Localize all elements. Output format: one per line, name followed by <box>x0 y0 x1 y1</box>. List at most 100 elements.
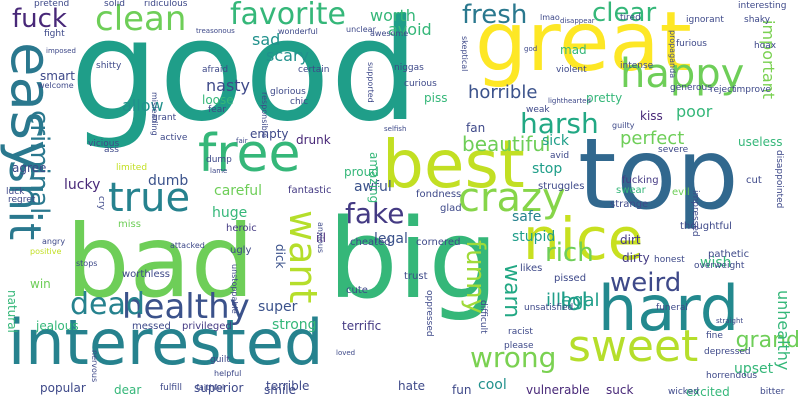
word-drunk: drunk <box>296 133 331 147</box>
word-pissed: pissed <box>554 273 587 284</box>
word-wonderful: wonderful <box>278 27 318 36</box>
word-depressed: depressed <box>704 347 751 357</box>
word-afraid: afraid <box>202 65 229 75</box>
word-glorious: glorious <box>270 87 306 97</box>
word-fight: fight <box>44 29 65 39</box>
word-loose: loose <box>202 93 234 107</box>
word-smile: smile <box>264 383 296 397</box>
word-weak: weak <box>526 105 550 115</box>
word-racist: racist <box>508 327 533 337</box>
word-niggas: niggas <box>394 63 424 73</box>
word-weird: weird <box>610 268 682 298</box>
word-regret: regret <box>8 195 36 205</box>
word-win: win <box>30 277 51 291</box>
word-dump: dump <box>206 155 232 165</box>
word-overweight: overweight <box>694 261 745 271</box>
word-oppressed: oppressed <box>424 290 434 337</box>
word-natural: natural <box>5 290 19 333</box>
word-swear: swear <box>616 185 646 196</box>
word-worth: worth <box>370 6 416 25</box>
word-smart: smart <box>40 69 75 83</box>
word-free: free <box>198 124 301 184</box>
word-vulnerable: vulnerable <box>526 383 590 397</box>
word-selfish: selfish <box>384 125 407 133</box>
word-avoid: avoid <box>388 20 432 39</box>
word-cry: cry <box>96 196 106 210</box>
word-skeptical: skeptical <box>460 36 469 72</box>
word-terrific: terrific <box>342 319 382 333</box>
word-privileged: privileged <box>182 321 232 332</box>
word-fondness: fondness <box>416 189 462 200</box>
word-favorite: favorite <box>230 0 346 32</box>
word-fake: fake <box>345 197 405 230</box>
word-beautiful: beautiful <box>462 132 551 156</box>
word-sweet: sweet <box>568 321 699 372</box>
word-unstoppable: unstoppable <box>230 264 239 314</box>
word-harsh: harsh <box>520 107 599 140</box>
word-horrendous: horrendous <box>706 371 758 381</box>
word-fulfill: fulfill <box>160 383 183 393</box>
word-welcome: welcome <box>38 81 74 90</box>
word-miss: miss <box>118 219 141 230</box>
word-sad: sad <box>252 30 281 49</box>
word-jealous: jealous <box>36 319 79 333</box>
word-clean: clean <box>95 0 187 39</box>
word-god: god <box>524 45 538 53</box>
word-ill: ill <box>316 231 327 245</box>
word-pretend: pretend <box>34 0 70 9</box>
word-lol: lol <box>560 288 589 316</box>
word-safe: safe <box>512 209 542 225</box>
word-anxious: anxious <box>316 222 325 254</box>
word-heroic: heroic <box>226 223 257 234</box>
word-stupid: stupid <box>512 229 556 245</box>
word-cool: cool <box>478 377 507 393</box>
word-solid: solid <box>104 0 125 9</box>
word-nasty: nasty <box>206 76 251 95</box>
word-shitty: shitty <box>96 61 122 71</box>
word-hard: hard <box>598 272 740 345</box>
word-allow: allow <box>122 96 164 115</box>
word-careful: careful <box>214 183 263 199</box>
word-responsible: responsible <box>260 92 269 138</box>
word-true: true <box>108 175 191 221</box>
word-guilt: guilt <box>210 355 230 365</box>
word-top: top <box>578 118 739 232</box>
word-horrible: horrible <box>468 82 538 103</box>
word-lame: lame <box>210 167 228 175</box>
word-piss: piss <box>424 91 448 105</box>
word-please: please <box>504 341 534 351</box>
word-strange: strange <box>610 199 649 210</box>
word-reject: reject <box>710 85 736 95</box>
word-likes: likes <box>520 263 543 274</box>
word-amazing: amazing <box>367 152 381 204</box>
word-unclear: unclear <box>346 25 376 34</box>
word-positive: positive <box>30 247 62 256</box>
word-perfect: perfect <box>620 128 685 149</box>
word-grant: grant <box>152 113 177 123</box>
word-fair: fair <box>236 137 248 145</box>
word-messed: messed <box>132 321 171 332</box>
word-sick: sick <box>542 133 569 149</box>
word-luck: luck <box>6 187 25 197</box>
word-shaky: shaky <box>744 15 771 25</box>
word-chic: chic <box>290 97 309 107</box>
word-lucky: lucky <box>64 177 101 193</box>
word-thoughtful: thoughtful <box>680 221 732 232</box>
word-ass: ass <box>104 145 119 155</box>
word-scary: scary <box>266 46 309 65</box>
word-wrong: wrong <box>470 341 557 374</box>
word-impressed: impressed <box>690 190 700 237</box>
word-popular: popular <box>40 381 86 395</box>
word-strong: strong <box>272 317 317 333</box>
word-unsatisfied: unsatisfied <box>524 303 574 313</box>
word-lighthearted: lighthearted <box>548 97 591 105</box>
word-happy: happy <box>620 51 745 97</box>
word-guilty: guilty <box>612 121 635 130</box>
word-difficult: difficult <box>478 300 488 334</box>
word-helpful: helpful <box>214 369 242 378</box>
word-huge: huge <box>212 205 248 221</box>
word-ignorant: ignorant <box>686 15 724 25</box>
word-interesting: interesting <box>738 1 787 11</box>
word-tired: tired <box>620 13 641 23</box>
word-struggles: struggles <box>538 181 585 192</box>
